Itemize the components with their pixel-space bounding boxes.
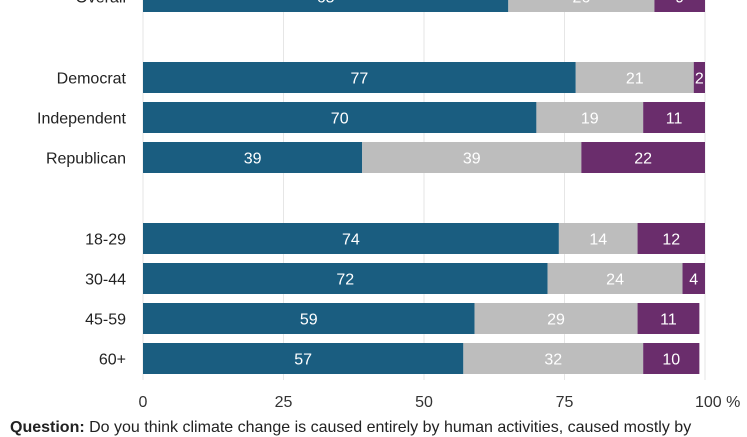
bar-segment — [547, 263, 683, 294]
data-label: 9 — [675, 0, 684, 7]
data-label: 57 — [294, 352, 312, 369]
footnote-text: Do you think climate change is caused en… — [84, 419, 692, 436]
category-label: Independent — [37, 111, 127, 128]
bars: 65 26 9 77 21 2 70 19 11 39 39 22 74 14 12 72 24 4 59 29 11 5… — [143, 0, 705, 374]
bar-segment — [143, 62, 576, 93]
stacked-bar-chart: 65 26 9 77 21 2 70 19 11 39 39 22 74 14 12 72 24 4 59 29 11 5… — [37, 0, 741, 411]
tick-label: 25 — [275, 394, 293, 411]
bar-segment — [575, 62, 694, 93]
bar-segment — [362, 142, 582, 173]
category-label: 60+ — [99, 352, 126, 369]
bar-segment — [463, 343, 644, 374]
data-label: 4 — [689, 272, 698, 289]
data-label: 72 — [336, 272, 354, 289]
data-label: 59 — [300, 312, 318, 329]
bar-segment — [637, 303, 700, 334]
data-label: 11 — [666, 111, 683, 128]
category-label: Overall — [75, 0, 126, 7]
data-label: 74 — [342, 232, 360, 249]
data-label: 77 — [350, 71, 368, 88]
category-label: Republican — [46, 151, 126, 168]
bar-segment — [693, 62, 705, 93]
bar-segment — [143, 142, 363, 173]
bar-segment — [508, 0, 655, 12]
bar-segment — [643, 343, 700, 374]
category-label: Democrat — [57, 71, 127, 88]
data-label: 39 — [244, 151, 262, 168]
data-label: 19 — [581, 111, 599, 128]
x-axis-ticks: 0 25 50 75 100 % — [139, 394, 741, 411]
category-label: 45-59 — [85, 312, 126, 329]
tick-label: 100 % — [695, 394, 740, 411]
data-label: 39 — [463, 151, 481, 168]
category-label: 30-44 — [85, 272, 126, 289]
data-label: 10 — [662, 352, 680, 369]
tick-label: 0 — [139, 394, 148, 411]
data-label: 2 — [695, 71, 704, 88]
tick-label: 50 — [415, 394, 433, 411]
data-label: 65 — [317, 0, 335, 7]
data-label: 24 — [606, 272, 624, 289]
data-label: 14 — [589, 232, 607, 249]
category-labels: Overall Democrat Independent Republican 18-2… — [37, 0, 127, 369]
tick-label: 75 — [556, 394, 574, 411]
bar-segment — [143, 343, 464, 374]
category-label: 18-29 — [85, 232, 126, 249]
data-label: 12 — [662, 232, 680, 249]
question-footnote: Question: Do you think climate change is… — [10, 419, 691, 437]
data-label: 29 — [547, 312, 565, 329]
bar-segment — [581, 142, 705, 173]
footnote-lead: Question: — [10, 419, 85, 436]
bar-segment — [143, 263, 548, 294]
bar-segment — [536, 102, 644, 133]
bar-segment — [654, 0, 705, 12]
data-label: 70 — [331, 111, 349, 128]
data-label: 32 — [544, 352, 562, 369]
bar-segment — [682, 263, 705, 294]
bar-segment — [143, 0, 509, 12]
bar-segment — [143, 102, 537, 133]
bar-segment — [143, 223, 559, 254]
bar-segment — [643, 102, 705, 133]
bar-segment — [637, 223, 705, 254]
bar-segment — [143, 303, 475, 334]
bar-segment — [558, 223, 638, 254]
data-label: 21 — [626, 71, 644, 88]
data-label: 22 — [634, 151, 652, 168]
bar-segment — [474, 303, 638, 334]
data-label: 26 — [572, 0, 590, 7]
data-label: 11 — [660, 312, 677, 329]
